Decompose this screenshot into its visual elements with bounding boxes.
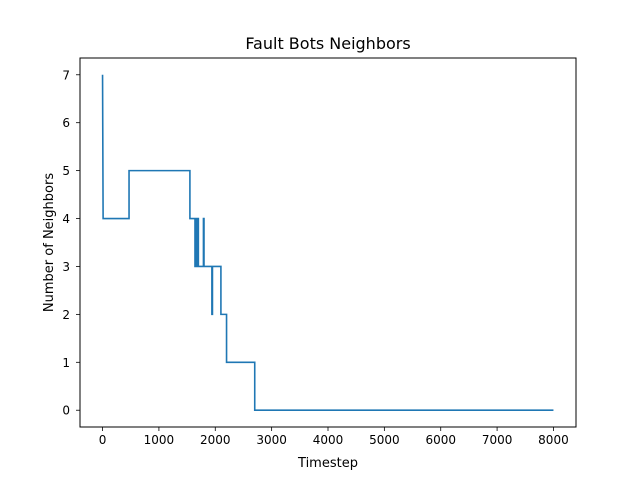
y-axis: 0 1 2 3 4 5 6 7 [62,68,80,418]
y-tick-label: 5 [62,164,70,178]
x-tick-label: 1000 [144,433,175,447]
x-tick-label: 5000 [369,433,400,447]
series-line [101,74,554,412]
y-tick-label: 6 [62,116,70,130]
x-tick-label: 7000 [482,433,513,447]
y-tick-label: 1 [62,356,70,370]
y-tick-label: 4 [62,212,70,226]
x-tick-label: 4000 [313,433,344,447]
x-axis-label: Timestep [297,456,358,471]
x-tick-label: 8000 [538,433,569,447]
y-tick-label: 7 [62,68,70,82]
chart-title: Fault Bots Neighbors [245,34,410,53]
y-tick-label: 2 [62,308,70,322]
y-tick-label: 3 [62,260,70,274]
y-tick-label: 0 [62,404,70,418]
x-tick-label: 0 [99,433,107,447]
x-tick-label: 6000 [425,433,456,447]
x-tick-label: 2000 [200,433,231,447]
x-axis: 0 1000 2000 3000 4000 5000 6000 7000 8000 [99,427,569,447]
x-tick-label: 3000 [256,433,287,447]
series-layer [101,74,554,412]
y-axis-label: Number of Neighbors [42,173,57,312]
